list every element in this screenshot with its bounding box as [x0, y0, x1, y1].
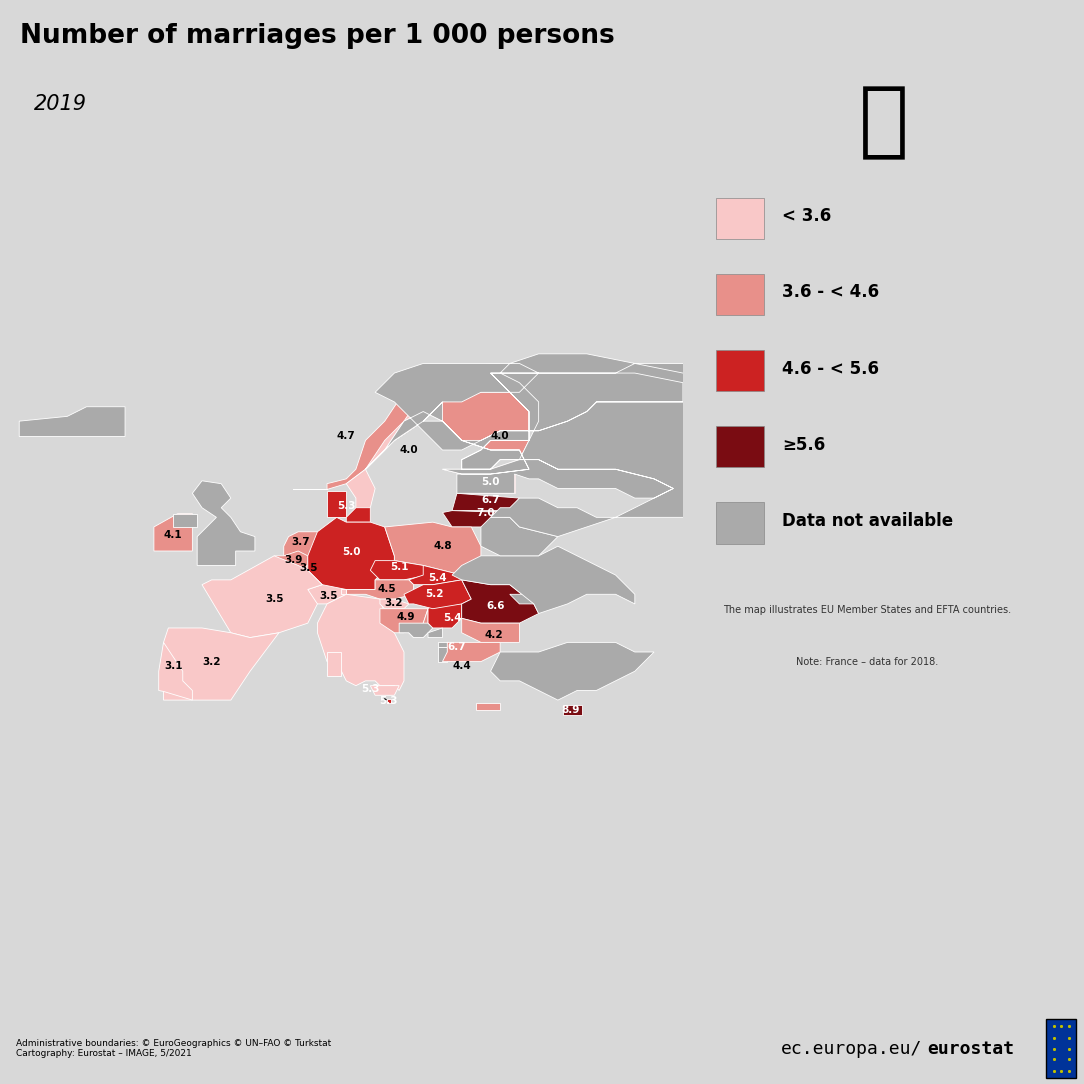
Text: 3.5: 3.5 [320, 591, 338, 602]
Text: 6.7: 6.7 [448, 642, 466, 653]
Polygon shape [365, 373, 539, 474]
Polygon shape [462, 618, 519, 643]
Polygon shape [346, 580, 414, 599]
FancyBboxPatch shape [715, 426, 764, 467]
Text: 3.2: 3.2 [384, 598, 402, 608]
Polygon shape [438, 643, 448, 647]
Text: 4.6 - < 5.6: 4.6 - < 5.6 [783, 360, 879, 377]
Polygon shape [192, 481, 255, 566]
Polygon shape [452, 493, 519, 511]
Polygon shape [509, 594, 539, 604]
Polygon shape [371, 686, 399, 695]
Polygon shape [327, 491, 346, 517]
Polygon shape [462, 580, 539, 623]
Polygon shape [399, 623, 433, 637]
Text: 4.7: 4.7 [337, 430, 356, 440]
Polygon shape [327, 651, 341, 676]
Text: 5.3: 5.3 [379, 696, 398, 706]
Polygon shape [318, 594, 404, 691]
Text: 3.9: 3.9 [284, 555, 302, 565]
Text: 5.4: 5.4 [442, 614, 462, 623]
Polygon shape [371, 560, 428, 580]
Text: Data not available: Data not available [783, 512, 953, 530]
Text: 4.2: 4.2 [485, 630, 503, 640]
Polygon shape [481, 517, 558, 556]
Polygon shape [202, 556, 322, 637]
Polygon shape [274, 551, 308, 570]
Text: Administrative boundaries: © EuroGeographics © UN–FAO © Turkstat
Cartography: Eu: Administrative boundaries: © EuroGeograp… [16, 1040, 332, 1058]
Text: 4.1: 4.1 [164, 530, 182, 540]
Polygon shape [365, 353, 731, 537]
Text: < 3.6: < 3.6 [783, 207, 831, 225]
Text: 5.4: 5.4 [428, 573, 447, 583]
Polygon shape [563, 705, 582, 714]
Polygon shape [284, 532, 318, 556]
Text: 3.7: 3.7 [292, 538, 310, 547]
Text: 4.0: 4.0 [400, 446, 418, 455]
Polygon shape [308, 584, 346, 604]
FancyBboxPatch shape [715, 503, 764, 544]
Polygon shape [154, 514, 192, 551]
Polygon shape [20, 406, 125, 437]
FancyBboxPatch shape [715, 350, 764, 391]
Polygon shape [442, 511, 509, 527]
Polygon shape [409, 609, 428, 637]
Text: 5.0: 5.0 [341, 547, 360, 557]
Polygon shape [428, 628, 442, 637]
Polygon shape [456, 474, 515, 493]
Polygon shape [173, 515, 197, 527]
Polygon shape [308, 517, 395, 590]
Text: 5.0: 5.0 [481, 477, 500, 487]
Polygon shape [442, 643, 500, 661]
Polygon shape [409, 566, 462, 584]
Polygon shape [404, 580, 472, 609]
Text: ≥5.6: ≥5.6 [783, 436, 825, 454]
Polygon shape [387, 699, 390, 704]
Text: 6.7: 6.7 [481, 495, 500, 505]
Text: 3.1: 3.1 [164, 661, 182, 671]
Polygon shape [385, 522, 481, 575]
Text: 3.6 - < 4.6: 3.6 - < 4.6 [783, 283, 879, 301]
FancyBboxPatch shape [715, 274, 764, 315]
Text: eurostat: eurostat [927, 1040, 1014, 1058]
Text: 8.9: 8.9 [562, 705, 580, 714]
Polygon shape [341, 590, 346, 594]
Text: 5.3: 5.3 [337, 501, 356, 511]
Text: 3.5: 3.5 [264, 594, 283, 604]
Text: ec.europa.eu/: ec.europa.eu/ [780, 1040, 921, 1058]
FancyBboxPatch shape [1046, 1019, 1076, 1079]
Polygon shape [452, 546, 635, 614]
Polygon shape [306, 566, 312, 571]
Text: 4.8: 4.8 [434, 541, 452, 551]
Text: 4.4: 4.4 [452, 661, 472, 671]
Text: 4.9: 4.9 [397, 612, 415, 622]
Text: 5.2: 5.2 [426, 590, 444, 599]
Text: 6.6: 6.6 [486, 601, 505, 610]
Polygon shape [428, 604, 462, 628]
Polygon shape [294, 363, 539, 490]
Text: 7.0: 7.0 [477, 507, 495, 517]
Text: 5.1: 5.1 [390, 563, 409, 572]
Text: 5.3: 5.3 [361, 684, 386, 700]
FancyBboxPatch shape [715, 197, 764, 238]
Polygon shape [379, 609, 428, 633]
Text: 💍: 💍 [859, 81, 908, 163]
Polygon shape [346, 507, 371, 522]
Polygon shape [448, 643, 462, 657]
Polygon shape [346, 383, 481, 513]
Text: 4.5: 4.5 [377, 583, 396, 594]
Text: 4.0: 4.0 [491, 430, 509, 440]
Polygon shape [438, 647, 448, 661]
Polygon shape [164, 628, 279, 700]
Text: The map illustrates EU Member States and EFTA countries.: The map illustrates EU Member States and… [723, 605, 1011, 615]
Polygon shape [379, 599, 409, 609]
Polygon shape [476, 704, 500, 710]
Text: Note: France – data for 2018.: Note: France – data for 2018. [796, 657, 939, 667]
Text: 2019: 2019 [35, 93, 87, 114]
Polygon shape [491, 643, 654, 700]
Polygon shape [158, 643, 192, 700]
Text: Number of marriages per 1 000 persons: Number of marriages per 1 000 persons [21, 24, 616, 50]
Text: 3.5: 3.5 [299, 564, 318, 573]
Text: 3.2: 3.2 [203, 657, 221, 667]
